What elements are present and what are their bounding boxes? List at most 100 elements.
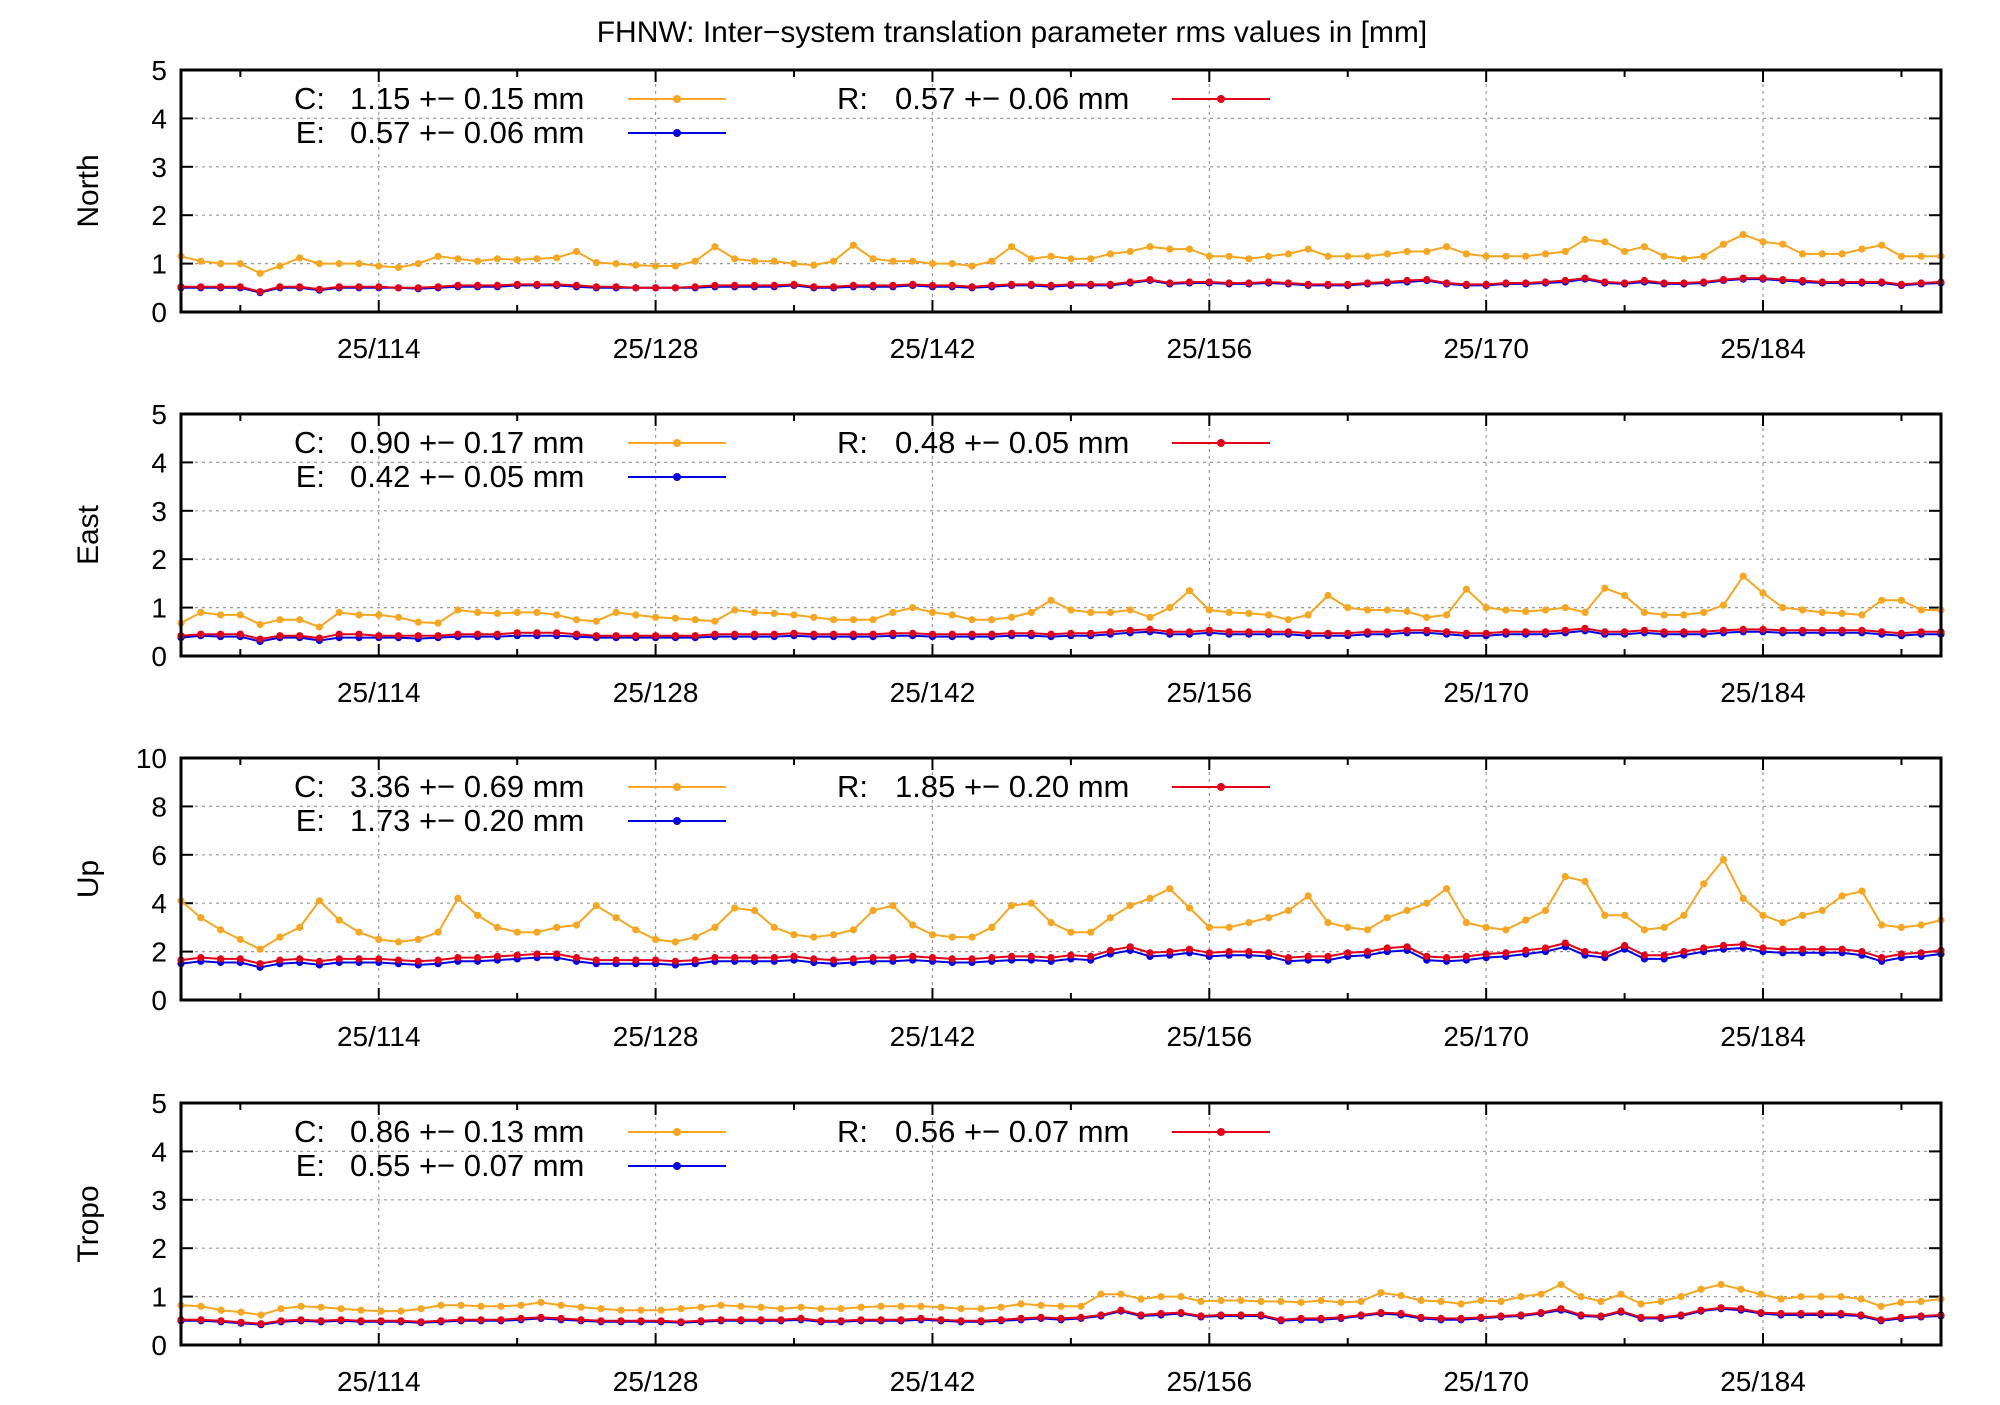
data-point	[197, 1316, 205, 1324]
plot-frame	[179, 68, 1943, 314]
data-point	[1818, 278, 1826, 286]
data-point	[652, 935, 660, 944]
data-point	[1344, 604, 1352, 612]
data-point	[897, 1316, 905, 1324]
data-point	[770, 923, 778, 932]
data-point	[1237, 1296, 1245, 1305]
data-point	[1637, 1300, 1645, 1308]
data-point	[1700, 628, 1708, 636]
data-point	[1304, 952, 1312, 961]
data-point	[617, 1317, 625, 1325]
data-point	[928, 260, 937, 268]
data-point	[1759, 911, 1767, 919]
data-point	[830, 283, 838, 291]
data-point	[1225, 252, 1233, 260]
legend-stats: 0.57 +− 0.06 mm	[895, 81, 1129, 116]
data-point	[1779, 919, 1787, 927]
data-point	[1205, 923, 1213, 932]
data-point	[236, 955, 244, 963]
plot-frame	[179, 412, 1943, 658]
data-point	[632, 284, 640, 292]
data-point	[1640, 608, 1648, 617]
data-point	[750, 906, 759, 915]
data-point	[1779, 276, 1787, 284]
data-point	[1383, 914, 1391, 922]
data-point	[877, 1302, 885, 1310]
data-point	[557, 1314, 565, 1322]
data-point	[1257, 1297, 1265, 1305]
data-point	[1497, 1297, 1505, 1305]
data-point	[1047, 954, 1055, 962]
data-point	[434, 928, 442, 936]
data-point	[1621, 941, 1629, 950]
data-point	[357, 1317, 365, 1325]
panel-up: 0 2 4 6 8 10 25/114 25/128 25/142 25/156 25/170 25/…	[72, 743, 1945, 1052]
data-point	[797, 1303, 805, 1311]
data-point	[315, 897, 323, 905]
data-point	[1838, 278, 1846, 286]
y-tick-label: 6	[151, 840, 167, 871]
data-point	[394, 938, 403, 946]
data-point	[377, 1317, 385, 1325]
data-point	[217, 955, 225, 963]
data-point	[652, 613, 660, 621]
data-point	[1517, 1311, 1525, 1319]
data-point	[1443, 243, 1451, 251]
data-point	[1087, 280, 1095, 288]
data-point	[1838, 609, 1846, 618]
data-point	[493, 923, 501, 932]
data-point	[1357, 1311, 1365, 1319]
data-point	[315, 634, 323, 642]
series-c	[177, 572, 1945, 631]
data-point	[948, 260, 956, 268]
data-point	[1581, 235, 1589, 243]
data-point	[757, 1303, 765, 1311]
data-point	[691, 257, 699, 265]
data-point	[276, 956, 284, 964]
data-point	[909, 257, 917, 265]
data-point	[394, 956, 403, 964]
data-point	[1047, 630, 1055, 638]
data-point	[335, 260, 343, 268]
data-point	[1482, 604, 1490, 612]
data-point	[1561, 939, 1569, 947]
series-r	[177, 274, 1945, 296]
data-point	[1205, 606, 1213, 614]
data-point	[1640, 276, 1648, 285]
data-point	[454, 255, 462, 263]
data-point	[533, 928, 541, 936]
data-point	[355, 928, 363, 936]
legend-label: R:	[837, 769, 868, 804]
data-point	[1067, 629, 1075, 637]
data-point	[197, 257, 205, 265]
data-point	[1640, 243, 1648, 251]
y-tick-label: 0	[151, 297, 167, 328]
data-point	[1284, 616, 1292, 624]
data-point	[1601, 278, 1609, 286]
data-point	[1057, 1314, 1065, 1322]
plot-frame	[179, 756, 1943, 1002]
data-point	[1759, 238, 1767, 246]
legend-stats: 1.15 +− 0.15 mm	[350, 81, 584, 116]
data-point	[810, 955, 818, 963]
data-point	[477, 1302, 485, 1310]
data-point	[612, 283, 620, 291]
data-point	[1383, 628, 1391, 636]
data-point	[1541, 278, 1550, 286]
data-point	[1363, 252, 1372, 260]
data-point	[1225, 948, 1233, 956]
legend-label: R:	[837, 1114, 868, 1149]
data-point	[1245, 279, 1253, 287]
data-point	[1067, 951, 1075, 959]
data-point	[454, 606, 462, 614]
data-point	[1324, 252, 1332, 260]
data-point	[988, 954, 996, 962]
data-point	[457, 1301, 465, 1309]
data-point	[1858, 611, 1866, 619]
data-point	[1818, 945, 1826, 953]
data-point	[276, 283, 284, 291]
data-point	[1166, 948, 1174, 956]
data-point	[1917, 606, 1925, 614]
data-point	[1621, 911, 1629, 919]
data-point	[592, 283, 600, 291]
